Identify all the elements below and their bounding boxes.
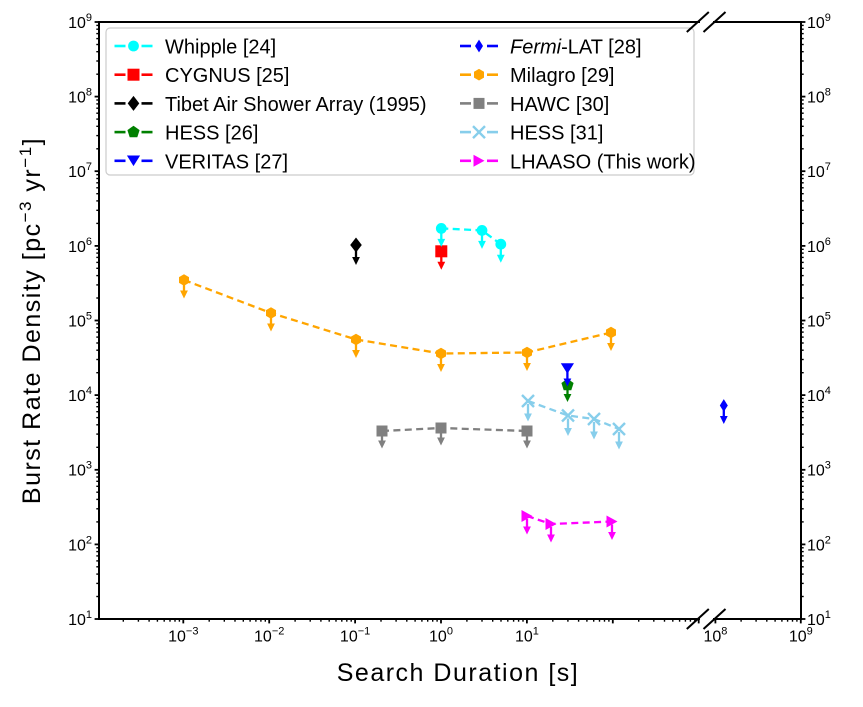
svg-text:CYGNUS [25]: CYGNUS [25] [165,65,289,87]
svg-text:VERITAS [27]: VERITAS [27] [165,151,288,173]
svg-text:Tibet Air Shower Array (1995): Tibet Air Shower Array (1995) [165,94,427,116]
svg-text:Whipple [24]: Whipple [24] [165,37,276,59]
svg-text:HAWC [30]: HAWC [30] [510,94,609,116]
svg-text:Search Duration [s]: Search Duration [s] [337,659,580,687]
svg-text:Burst Rate Density [pc−3 yr−1]: Burst Rate Density [pc−3 yr−1] [16,137,46,504]
svg-text:HESS [31]: HESS [31] [510,123,603,145]
svg-text:HESS [26]: HESS [26] [165,123,258,145]
svg-text:LHAASO (This work): LHAASO (This work) [510,151,696,173]
svg-text:Fermi-LAT [28]: Fermi-LAT [28] [510,37,642,59]
svg-text:Milagro [29]: Milagro [29] [510,65,615,87]
